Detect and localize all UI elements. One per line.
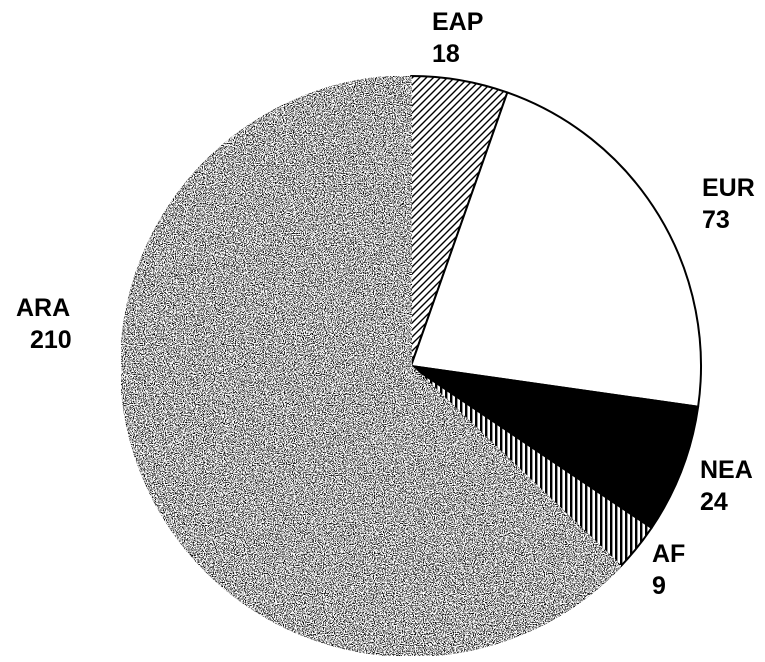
pie-slice-nea — [410, 365, 700, 529]
slice-label-ara: ARA — [16, 294, 70, 322]
pie-slice-eur — [410, 91, 703, 408]
slice-value-ara: 210 — [30, 326, 72, 354]
slice-label-eap: EAP — [432, 8, 483, 36]
slice-value-eap: 18 — [432, 40, 460, 68]
slice-value-af: 9 — [652, 572, 666, 600]
slice-value-eur: 73 — [702, 206, 730, 234]
slice-value-nea: 24 — [700, 488, 728, 516]
pie-slice-ara — [120, 75, 622, 657]
slice-label-eur: EUR — [702, 174, 755, 202]
pie-slices — [120, 75, 703, 657]
pie-labels: EAP 18 EUR 73 NEA 24 AF 9 ARA 210 — [16, 8, 755, 600]
slice-label-af: AF — [652, 540, 685, 568]
slice-label-nea: NEA — [700, 456, 753, 484]
